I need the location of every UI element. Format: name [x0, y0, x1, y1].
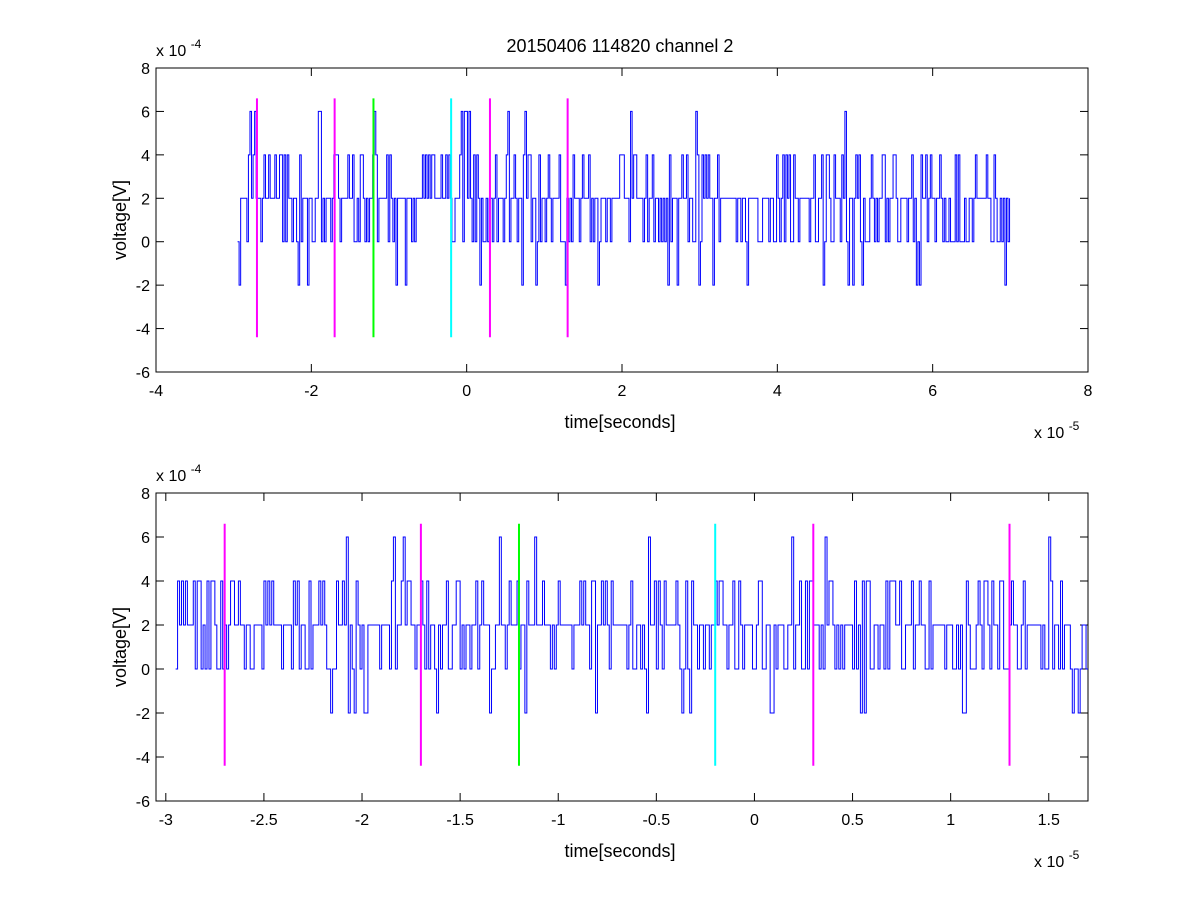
- y-tick-label: -2: [136, 706, 150, 723]
- x-tick-label: 1: [946, 812, 955, 829]
- y-tick-label: 6: [141, 104, 150, 121]
- y-tick-label: 4: [141, 148, 150, 165]
- y-tick-label: 2: [141, 618, 150, 635]
- x-tick-label: 1.5: [1038, 812, 1060, 829]
- x-exponent-value: -5: [1069, 848, 1080, 862]
- x-tick-label: -2: [355, 812, 369, 829]
- x-tick-label: -2.5: [250, 812, 278, 829]
- x-tick-label: -0.5: [643, 812, 671, 829]
- bottom-subplot: -3 -2.5 -2 -1.5 -1 -0.5 0 0.5 1 1.5 -6 -4 -2 0 2 4 6 8 tim…: [110, 462, 1089, 871]
- x-tick-label: 2: [618, 383, 627, 400]
- y-tick-label: 6: [141, 530, 150, 547]
- x-tick-label: -1: [551, 812, 565, 829]
- x-tick-label: -4: [149, 383, 163, 400]
- x-tick-label: 6: [928, 383, 937, 400]
- y-tick-label: -4: [136, 750, 150, 767]
- x-tick-label: 8: [1084, 383, 1093, 400]
- y-tick-label: 0: [141, 235, 150, 252]
- x-tick-label: 0: [462, 383, 471, 400]
- y-axis-label: voltage[V]: [110, 180, 130, 260]
- x-tick-label: 4: [773, 383, 782, 400]
- x-exponent-value: -5: [1069, 419, 1080, 433]
- x-tick-label: -2: [304, 383, 318, 400]
- figure-title: 20150406 114820 channel 2: [507, 36, 734, 56]
- x-axis-label: time[seconds]: [564, 412, 675, 432]
- x-tick-label: 0: [750, 812, 759, 829]
- y-tick-label: 0: [141, 662, 150, 679]
- y-tick-label: -6: [136, 365, 150, 382]
- y-axis-label: voltage[V]: [110, 607, 130, 687]
- x-axis-label: time[seconds]: [564, 841, 675, 861]
- x-tick-label: -1.5: [446, 812, 474, 829]
- x-tick-label: -3: [159, 812, 173, 829]
- voltage-signal-line: [237, 110, 1011, 286]
- axes-box: [155, 492, 1089, 802]
- y-tick-label: -4: [136, 322, 150, 339]
- y-tick-label: -2: [136, 278, 150, 295]
- voltage-signal-line: [175, 536, 1088, 714]
- y-tick-label: 4: [141, 574, 150, 591]
- y-exponent-value: -4: [191, 462, 202, 476]
- top-subplot: -4 -2 0 2 4 6 8-6-4-202468time[seconds]voltage…: [110, 37, 1093, 442]
- y-exponent-label: x 10 -4: [156, 462, 202, 485]
- y-tick-label: 8: [141, 61, 150, 78]
- y-tick-label: 2: [141, 191, 150, 208]
- x-exponent-label: x 10 -5: [1034, 848, 1080, 871]
- x-tick-label: 0.5: [841, 812, 863, 829]
- y-exponent-label: x 10 -4: [156, 37, 202, 60]
- y-exponent-value: -4: [191, 37, 202, 51]
- y-tick-label: 8: [141, 486, 150, 503]
- y-tick-label: -6: [136, 794, 150, 811]
- x-exponent-label: x 10 -5: [1034, 419, 1080, 442]
